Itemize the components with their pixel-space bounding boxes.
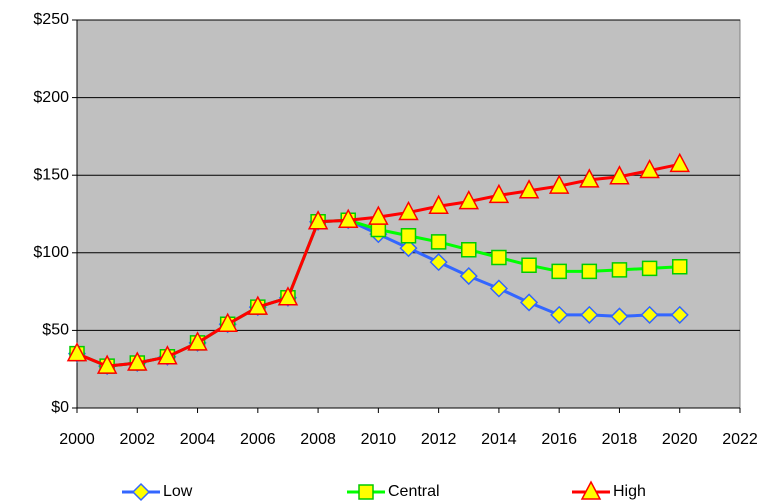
marker [429,253,448,272]
marker [66,342,88,362]
marker [307,210,329,230]
x-tick-label: 2020 [662,431,698,448]
x-tick-label: 2002 [119,431,155,448]
marker [488,183,510,204]
marker [187,331,208,351]
legend-marker [131,482,151,502]
marker [398,200,419,221]
marker [518,179,540,199]
x-tick-label: 2008 [300,431,336,448]
marker [400,227,417,244]
y-tick-label: $100 [33,244,69,261]
legend-label: Central [388,483,440,500]
marker [580,305,599,324]
y-tick-label: $0 [51,399,69,416]
marker [641,260,658,277]
marker [277,286,299,306]
x-tick-label: 2012 [421,431,457,448]
marker [671,259,688,275]
marker [610,307,629,326]
marker [579,168,600,188]
marker [491,249,507,266]
marker [550,305,569,324]
x-tick-label: 2018 [602,431,638,448]
marker [458,189,480,210]
y-tick-label: $250 [33,11,69,28]
marker [548,174,570,194]
marker [609,165,630,185]
marker [430,234,447,250]
y-tick-label: $150 [33,166,69,183]
marker [611,262,628,278]
legend-label: Low [163,483,193,500]
x-tick-label: 2000 [59,431,95,448]
marker [521,257,537,273]
marker [127,351,148,371]
marker [461,241,477,258]
marker [489,279,508,298]
marker [459,267,478,286]
x-tick-label: 2006 [240,431,276,448]
marker [96,354,118,374]
x-tick-label: 2014 [481,431,517,448]
marker [337,208,359,228]
x-tick-label: 2016 [541,431,577,448]
marker [247,295,269,315]
marker [640,305,659,324]
legend-marker [358,484,374,500]
marker [639,158,660,179]
legend-label: High [613,483,646,500]
marker [669,152,690,173]
marker [217,312,238,332]
marker [581,263,598,280]
y-tick-label: $200 [33,89,69,106]
marker [519,293,539,312]
marker [157,345,178,365]
marker [368,205,389,225]
x-tick-label: 2022 [722,431,758,448]
marker [399,239,418,258]
x-tick-label: 2010 [361,431,397,448]
y-tick-label: $50 [42,322,69,339]
legend-marker [580,480,602,500]
marker [670,305,689,324]
marker [551,263,567,280]
marker [428,194,449,214]
x-tick-label: 2004 [180,431,216,448]
